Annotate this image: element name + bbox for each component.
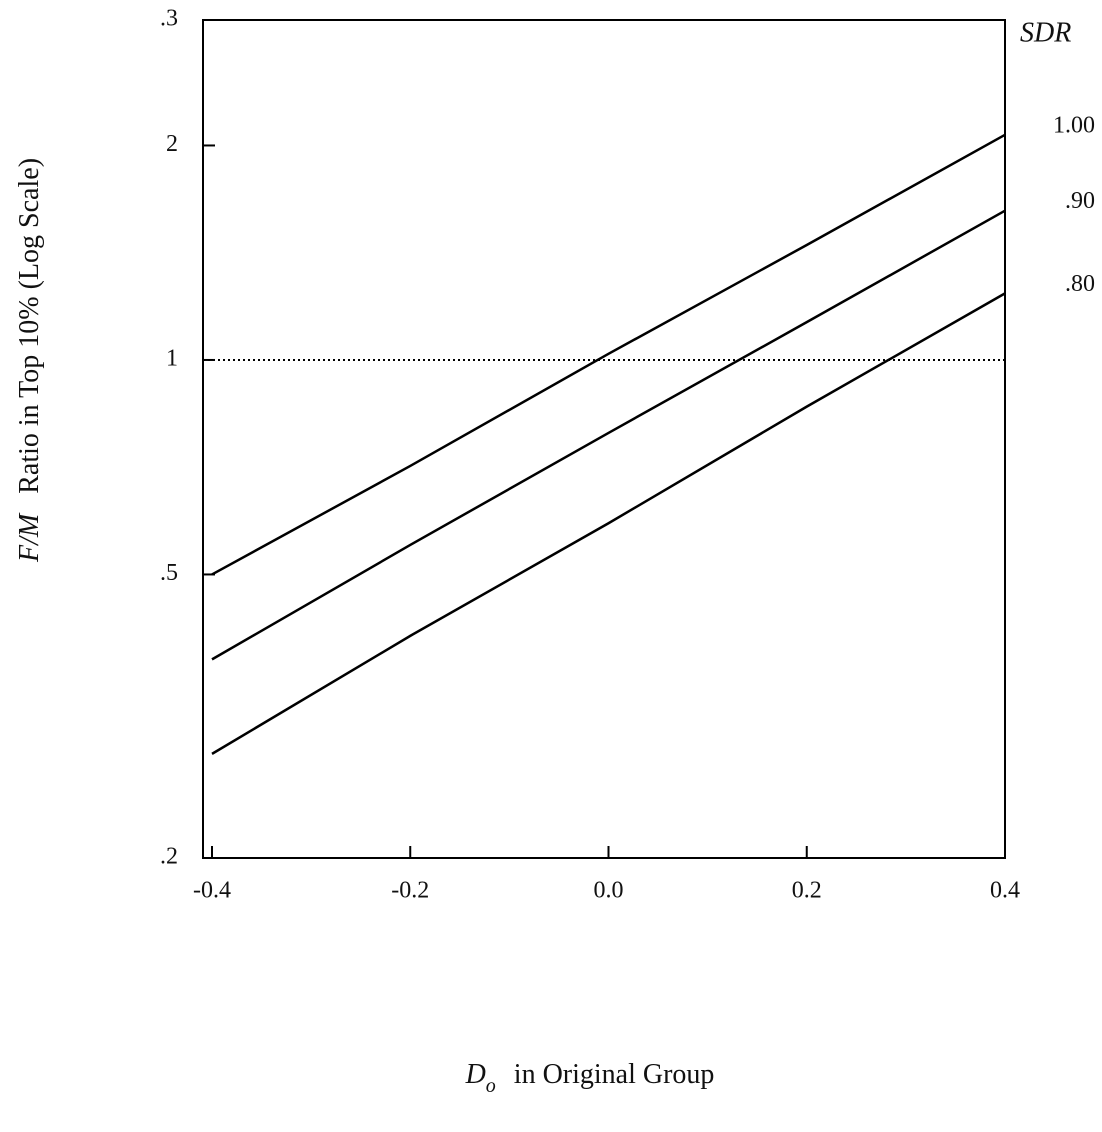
y-tick-label: 1 [166, 345, 178, 371]
y-label-text: Ratio in Top 10% (Log Scale) [14, 158, 45, 494]
y-tick-label: .2 [160, 844, 178, 870]
x-tick-label: -0.2 [391, 878, 429, 904]
y-axis-label: F/M Ratio in Top 10% (Log Scale) [14, 158, 45, 563]
series-line [211, 209, 1006, 661]
legend-label: .90 [1065, 188, 1095, 214]
x-label-text: in Original Group [514, 1059, 715, 1090]
legend-label: 1.00 [1053, 112, 1095, 138]
y-label-symbol: F/M [14, 512, 45, 563]
x-label-subscript: o [486, 1075, 496, 1097]
y-tick-label: .3 [160, 6, 178, 32]
x-label-symbol: D [465, 1059, 486, 1090]
series-line [211, 292, 1006, 755]
x-axis-label: Do in Original Group [465, 1059, 715, 1096]
y-tick-label: 2 [166, 131, 178, 157]
plot-frame [202, 19, 1006, 859]
legend-label: .80 [1065, 271, 1095, 297]
x-tick-label: -0.4 [193, 878, 231, 904]
legend-title: SDR [1020, 17, 1071, 48]
y-tick-label: .5 [160, 560, 178, 586]
series-line [211, 133, 1006, 576]
x-tick-label: 0.0 [594, 878, 624, 904]
x-tick-label: 0.2 [792, 878, 822, 904]
x-tick-label: 0.4 [990, 878, 1020, 904]
